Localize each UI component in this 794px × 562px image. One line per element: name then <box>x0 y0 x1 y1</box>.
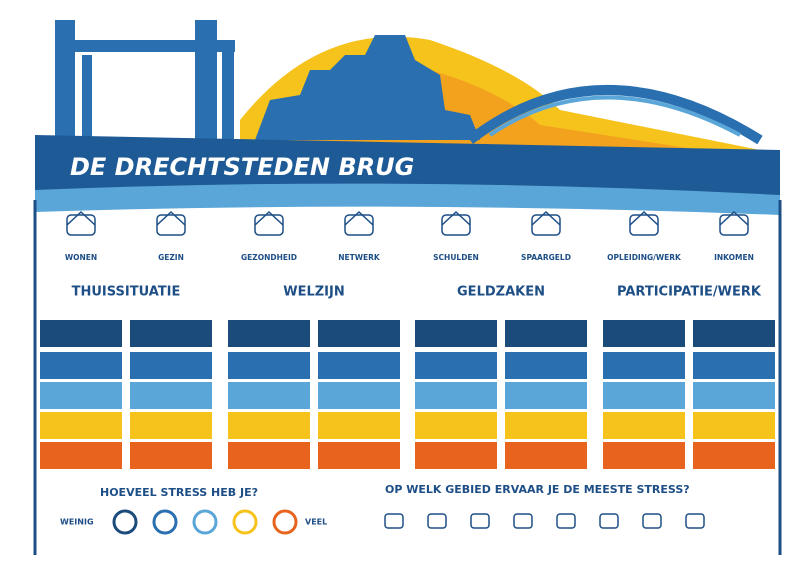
grid-cell <box>693 382 775 409</box>
grid-cell <box>318 352 400 379</box>
area-label: NETWERK <box>338 253 381 262</box>
scale-low: WEINIG <box>60 518 94 527</box>
title: DE DRECHTSTEDEN BRUG <box>70 153 414 181</box>
grid-cell <box>130 352 212 379</box>
grid-cell <box>130 412 212 439</box>
group-label: PARTICIPATIE/WERK <box>617 285 762 300</box>
grid-cell <box>505 442 587 469</box>
grid-cell <box>505 352 587 379</box>
grid-cell <box>40 442 122 469</box>
grid-cell <box>693 442 775 469</box>
grid-cell <box>603 412 685 439</box>
grid-cell <box>228 442 310 469</box>
area-label: GEZIN <box>158 253 184 262</box>
grid-cell <box>40 320 122 347</box>
area-label: INKOMEN <box>714 253 754 262</box>
infographic: DE DRECHTSTEDEN BRUG HOEVEEL STRESS HEB … <box>0 0 794 558</box>
grid-cell <box>603 442 685 469</box>
group-label: THUISSITUATIE <box>72 285 181 300</box>
grid-cell <box>693 412 775 439</box>
grid-cell <box>40 412 122 439</box>
grid-cell <box>40 382 122 409</box>
grid-cell <box>415 352 497 379</box>
grid-cell <box>505 320 587 347</box>
area-label: OPLEIDING/WERK <box>607 253 682 262</box>
grid-cell <box>693 320 775 347</box>
grid-cell <box>415 382 497 409</box>
area-label: WONEN <box>65 253 97 262</box>
grid-cell <box>318 412 400 439</box>
grid-cell <box>228 320 310 347</box>
grid-cell <box>130 382 212 409</box>
grid-cell <box>318 382 400 409</box>
grid-cell <box>228 382 310 409</box>
grid-cell <box>505 412 587 439</box>
grid-cell <box>603 382 685 409</box>
area-label: SCHULDEN <box>433 253 479 262</box>
scale-high: VEEL <box>305 518 327 527</box>
grid-cell <box>228 352 310 379</box>
area-label: GEZONDHEID <box>241 253 297 262</box>
grid-cell <box>318 442 400 469</box>
grid-cell <box>603 352 685 379</box>
group-label: GELDZAKEN <box>457 285 545 300</box>
grid-cell <box>318 320 400 347</box>
grid-cell <box>415 412 497 439</box>
grid-cell <box>40 352 122 379</box>
stress-question: HOEVEEL STRESS HEB JE? <box>100 486 258 499</box>
area-label: SPAARGELD <box>521 253 571 262</box>
grid-cell <box>505 382 587 409</box>
grid-cell <box>693 352 775 379</box>
grid-cell <box>415 442 497 469</box>
area-question: OP WELK GEBIED ERVAAR JE DE MEESTE STRES… <box>385 483 690 496</box>
grid-cell <box>228 412 310 439</box>
grid-cell <box>415 320 497 347</box>
grid-cell <box>603 320 685 347</box>
grid-cell <box>130 320 212 347</box>
group-label: WELZIJN <box>283 285 344 300</box>
grid-cell <box>130 442 212 469</box>
